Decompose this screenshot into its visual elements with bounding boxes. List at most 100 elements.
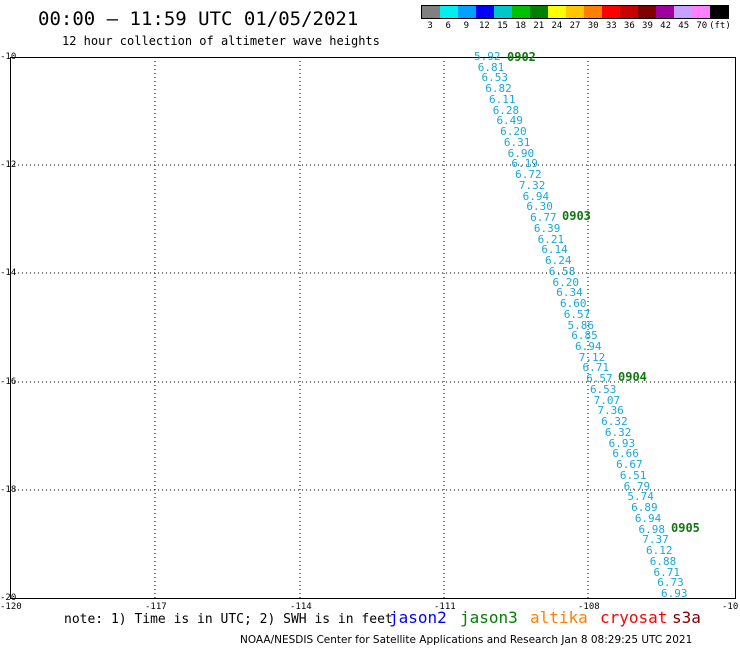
swh-value: 6.77 <box>530 211 557 225</box>
swh-value: 6.82 <box>485 82 512 96</box>
grid-lines <box>10 57 736 599</box>
plot-frame <box>10 57 736 599</box>
pass-time-label: 0904 <box>618 370 647 384</box>
swh-value: 6.94 <box>634 511 662 525</box>
swh-value: 6.19 <box>511 157 538 171</box>
units-note: note: 1) Time is in UTC; 2) SWH is in fe… <box>64 612 393 627</box>
map-title: 00:00 – 11:59 UTC 01/05/2021 <box>38 8 359 30</box>
legend-label: 39 <box>642 21 653 31</box>
legend-label: 27 <box>569 21 581 31</box>
swh-value: 6.57 <box>563 307 591 321</box>
legend-label: 33 <box>605 21 617 31</box>
swh-value: 6.39 <box>533 221 561 235</box>
legend-swatch <box>692 6 710 18</box>
legend-swatch <box>548 6 566 18</box>
swh-value: 5.92 <box>474 50 501 63</box>
legend-label: 21 <box>533 21 545 31</box>
swh-value: 6.66 <box>612 447 639 461</box>
swh-value: 6.53 <box>589 382 617 396</box>
pass-time-label: 0902 <box>507 50 536 64</box>
latitude-label: -10 <box>0 52 17 62</box>
satellite-name: jason3 <box>460 608 518 627</box>
legend-swatch <box>440 6 458 18</box>
legend-swatch <box>566 6 584 18</box>
swh-value: 6.34 <box>556 286 583 300</box>
swh-value: 6.21 <box>537 232 565 246</box>
swh-value: 6.93 <box>608 436 636 450</box>
swh-value: 6.94 <box>574 339 602 353</box>
swh-value: 6.58 <box>548 264 576 278</box>
longitude-label: -108 <box>578 602 600 612</box>
swh-value: 7.12 <box>578 350 606 364</box>
longitude-label: -120 <box>0 602 22 612</box>
swh-value: 6.98 <box>638 522 666 536</box>
swh-value: 7.37 <box>642 533 669 547</box>
swh-value: 6.49 <box>496 114 523 128</box>
swh-value: 6.12 <box>646 544 673 558</box>
longitude-label: -114 <box>290 602 312 612</box>
swh-value: 7.32 <box>518 178 546 192</box>
swh-value: 6.28 <box>492 103 520 117</box>
satellite-name: s3a <box>672 608 701 627</box>
swh-value: 6.79 <box>623 479 651 493</box>
longitude-label: -117 <box>145 602 167 612</box>
swh-value: 6.20 <box>552 275 580 289</box>
longitude-label: -111 <box>434 602 456 612</box>
legend-label: 3 <box>427 21 433 31</box>
swh-value: 6.60 <box>560 297 587 311</box>
color-legend <box>421 5 729 19</box>
legend-label: (ft) <box>709 21 731 31</box>
longitude-label: -10 <box>722 602 739 612</box>
swh-value: 6.14 <box>541 243 568 257</box>
swh-value: 6.24 <box>545 254 572 268</box>
legend-swatch <box>584 6 602 18</box>
legend-swatch <box>602 6 620 18</box>
latitude-label: -12 <box>0 160 17 170</box>
swh-value: 6.90 <box>507 146 535 160</box>
legend-swatch <box>512 6 530 18</box>
swh-value: 6.89 <box>631 501 658 515</box>
swh-value: 6.71 <box>582 361 609 375</box>
swh-value: 6.81 <box>477 60 505 74</box>
swh-value: 6.57 <box>586 372 613 386</box>
legend-label: 36 <box>623 21 635 31</box>
swh-value: 7.36 <box>597 404 624 418</box>
swh-value: 6.11 <box>488 92 516 106</box>
swh-value: 5.74 <box>627 490 654 504</box>
legend-swatch <box>530 6 548 18</box>
pass-time-label: 0905 <box>671 521 700 535</box>
legend-swatch <box>476 6 494 18</box>
swh-value: 6.31 <box>503 135 531 149</box>
latitude-label: -16 <box>0 377 17 387</box>
swh-value: 6.32 <box>604 425 632 439</box>
swh-value: 6.67 <box>616 458 643 472</box>
swh-value: 6.73 <box>657 576 684 590</box>
legend-swatch <box>620 6 638 18</box>
swh-value: 6.20 <box>500 125 527 139</box>
legend-label: 12 <box>478 21 490 31</box>
swh-value: 6.53 <box>481 71 508 85</box>
legend-label: 24 <box>551 21 563 31</box>
swh-value: 7.07 <box>593 393 621 407</box>
legend-label: 30 <box>587 21 599 31</box>
legend-label: 6 <box>445 21 451 31</box>
map-subtitle: 12 hour collection of altimeter wave hei… <box>62 34 380 48</box>
swh-value: 6.30 <box>526 200 553 214</box>
satellite-name: altika <box>530 608 588 627</box>
legend-label: 45 <box>678 21 690 31</box>
legend-swatch <box>458 6 476 18</box>
legend-swatch <box>638 6 656 18</box>
swh-value: 6.72 <box>515 168 542 182</box>
legend-label: 70 <box>696 21 708 31</box>
satellite-name: jason2 <box>389 608 447 627</box>
latitude-label: -14 <box>0 268 17 278</box>
footer-credit: NOAA/NESDIS Center for Satellite Applica… <box>240 634 693 646</box>
legend-swatch <box>494 6 512 18</box>
legend-swatch <box>422 6 440 18</box>
pass-time-label: 0903 <box>562 209 591 223</box>
legend-label: 18 <box>515 21 527 31</box>
swh-value: 6.88 <box>649 554 677 568</box>
legend-swatch <box>674 6 692 18</box>
satellite-name: cryosat <box>600 608 668 627</box>
latitude-label: -18 <box>0 485 17 495</box>
